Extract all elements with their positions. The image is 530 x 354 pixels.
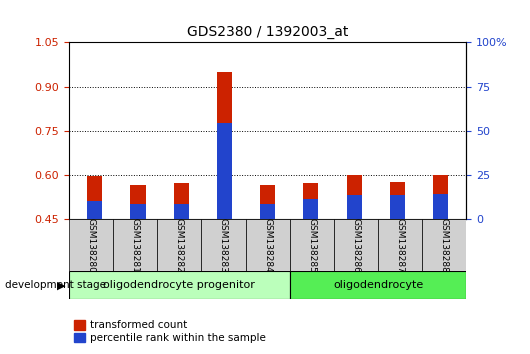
Bar: [303, 199, 319, 219]
Bar: [201, 219, 245, 271]
Bar: [290, 271, 466, 299]
Bar: [260, 185, 275, 219]
Bar: [390, 195, 405, 219]
Bar: [303, 183, 319, 219]
Bar: [87, 176, 102, 219]
Bar: [157, 219, 201, 271]
Bar: [69, 271, 290, 299]
Bar: [390, 182, 405, 219]
Bar: [347, 195, 361, 219]
Bar: [433, 175, 448, 219]
Text: GSM138282: GSM138282: [175, 218, 184, 273]
Bar: [87, 201, 102, 219]
Bar: [69, 219, 113, 271]
Bar: [334, 219, 378, 271]
Bar: [113, 219, 157, 271]
Bar: [130, 185, 146, 219]
Bar: [174, 204, 189, 219]
Bar: [433, 194, 448, 219]
Bar: [130, 204, 146, 219]
Text: GSM138281: GSM138281: [131, 218, 139, 273]
Text: GSM138288: GSM138288: [440, 218, 449, 273]
Text: GSM138280: GSM138280: [86, 218, 95, 273]
Text: development stage: development stage: [5, 280, 107, 290]
Bar: [290, 219, 334, 271]
Bar: [245, 219, 290, 271]
Text: GSM138283: GSM138283: [219, 218, 228, 273]
Text: GSM138284: GSM138284: [263, 218, 272, 273]
Bar: [217, 72, 232, 219]
Text: GSM138287: GSM138287: [396, 218, 404, 273]
Bar: [260, 205, 275, 219]
Bar: [217, 123, 232, 219]
Text: oligodendrocyte: oligodendrocyte: [333, 280, 423, 290]
Text: oligodendrocyte progenitor: oligodendrocyte progenitor: [103, 280, 255, 290]
Text: GSM138286: GSM138286: [351, 218, 360, 273]
Text: GSM138285: GSM138285: [307, 218, 316, 273]
Bar: [422, 219, 466, 271]
Text: ▶: ▶: [57, 281, 65, 291]
Title: GDS2380 / 1392003_at: GDS2380 / 1392003_at: [187, 25, 348, 39]
Legend: transformed count, percentile rank within the sample: transformed count, percentile rank withi…: [74, 320, 266, 343]
Bar: [378, 219, 422, 271]
Bar: [347, 175, 361, 219]
Bar: [174, 183, 189, 219]
